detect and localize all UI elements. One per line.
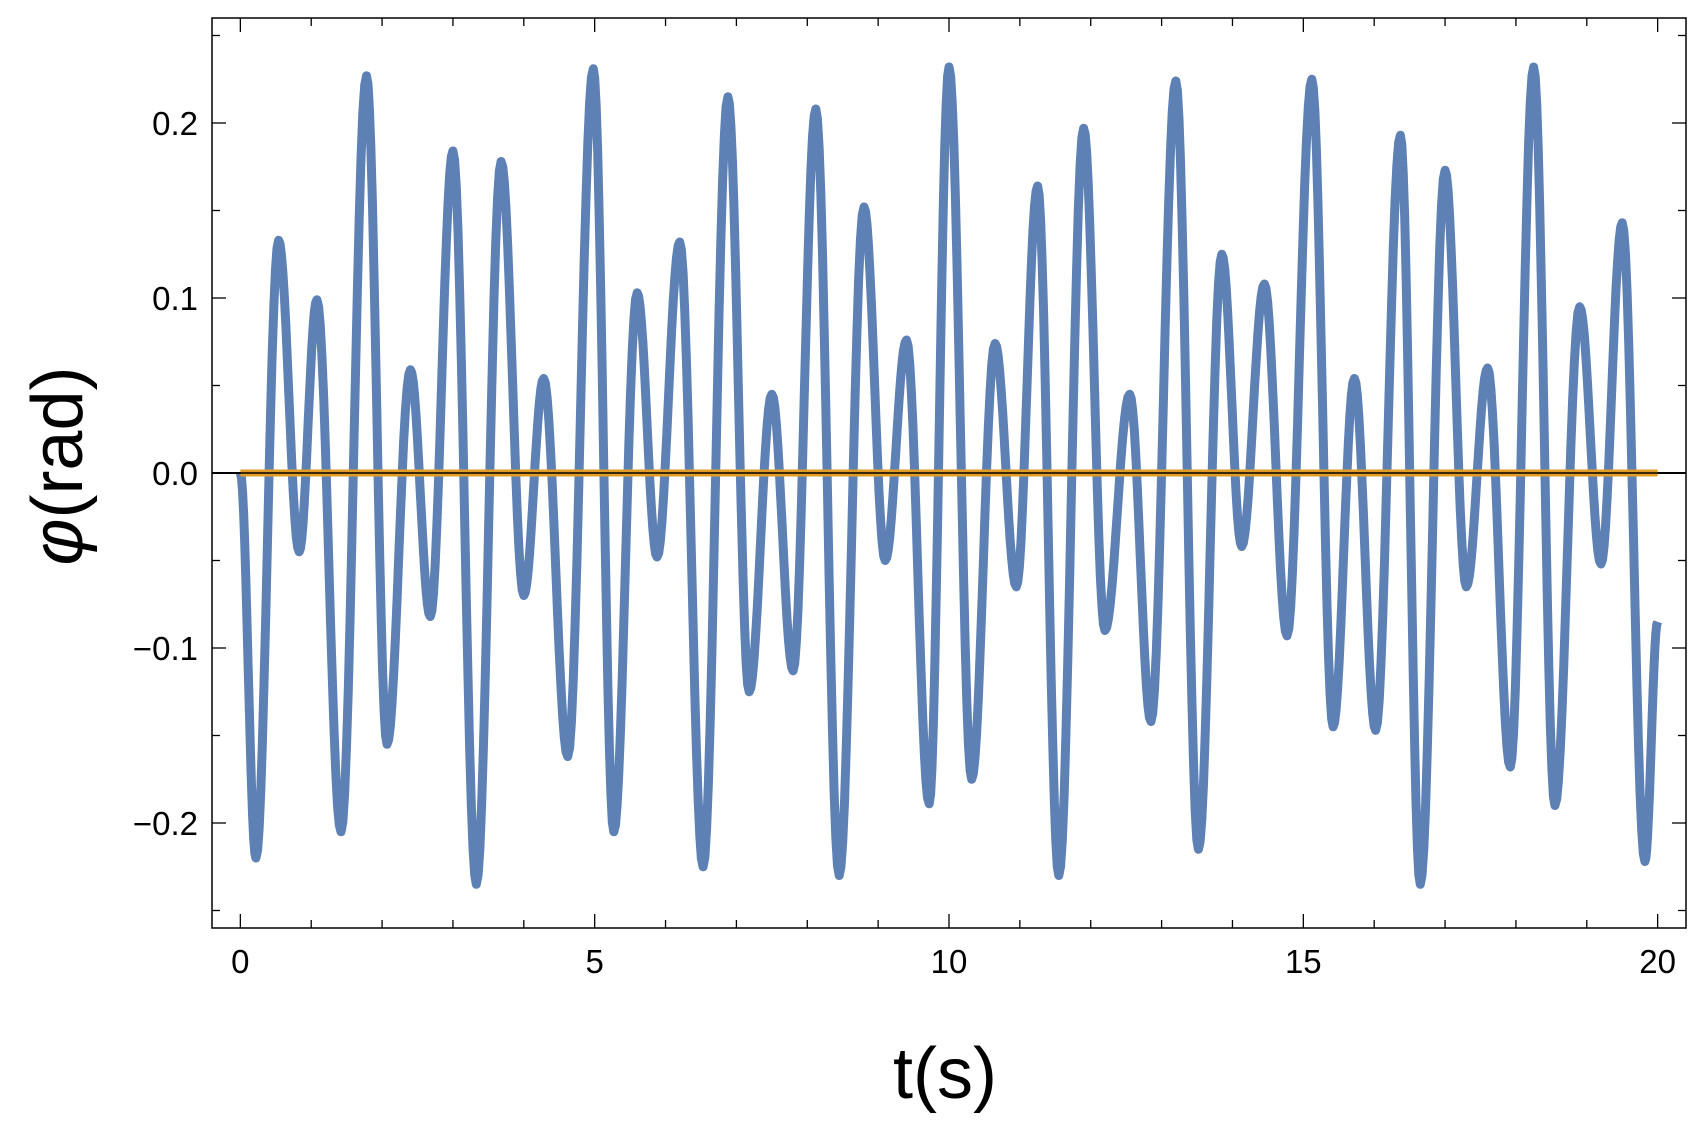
x-tick-label: 5 bbox=[585, 943, 603, 980]
y-axis-unit: (rad) bbox=[18, 367, 98, 519]
series-group bbox=[212, 62, 1686, 889]
x-tick-label: 10 bbox=[931, 943, 968, 980]
y-tick-label: −0.2 bbox=[133, 805, 198, 842]
ticks-group bbox=[212, 18, 1686, 928]
y-tick-label: 0.0 bbox=[152, 455, 198, 492]
y-axis-symbol: φ bbox=[18, 519, 98, 566]
series-line-oscillation bbox=[235, 62, 1662, 889]
x-tick-label: 15 bbox=[1285, 943, 1322, 980]
y-axis-title: φ(rad) bbox=[18, 367, 98, 566]
y-tick-label: 0.1 bbox=[152, 280, 198, 317]
x-axis-title: t(s) bbox=[893, 1034, 997, 1114]
y-tick-label: −0.1 bbox=[133, 630, 198, 667]
tick-labels-group: 0 5 10 15 20 0.2 0.1 0.0 −0.1 −0.2 bbox=[133, 105, 1676, 980]
x-tick-label: 20 bbox=[1639, 943, 1676, 980]
y-tick-label: 0.2 bbox=[152, 105, 198, 142]
x-tick-label: 0 bbox=[231, 943, 249, 980]
